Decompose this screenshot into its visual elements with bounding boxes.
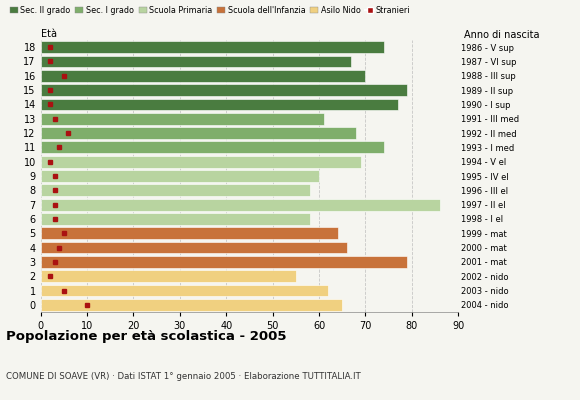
Text: Età: Età — [41, 29, 57, 39]
Bar — [41, 84, 407, 96]
Bar — [41, 299, 342, 311]
Bar — [41, 56, 351, 67]
Bar — [41, 213, 310, 225]
Bar — [41, 227, 338, 239]
Text: COMUNE DI SOAVE (VR) · Dati ISTAT 1° gennaio 2005 · Elaborazione TUTTITALIA.IT: COMUNE DI SOAVE (VR) · Dati ISTAT 1° gen… — [6, 372, 361, 381]
Bar — [41, 242, 347, 254]
Bar — [41, 156, 361, 168]
Bar — [41, 41, 384, 53]
Bar — [41, 285, 328, 296]
Bar — [41, 113, 324, 125]
Text: Anno di nascita: Anno di nascita — [464, 30, 539, 40]
Bar — [41, 127, 356, 139]
Bar — [41, 170, 319, 182]
Legend: Sec. II grado, Sec. I grado, Scuola Primaria, Scuola dell'Infanzia, Asilo Nido, : Sec. II grado, Sec. I grado, Scuola Prim… — [10, 6, 411, 15]
Bar — [41, 256, 407, 268]
Bar — [41, 142, 384, 153]
Text: Popolazione per età scolastica - 2005: Popolazione per età scolastica - 2005 — [6, 330, 287, 343]
Bar — [41, 199, 440, 210]
Bar — [41, 98, 398, 110]
Bar — [41, 270, 296, 282]
Bar — [41, 184, 310, 196]
Bar — [41, 70, 365, 82]
